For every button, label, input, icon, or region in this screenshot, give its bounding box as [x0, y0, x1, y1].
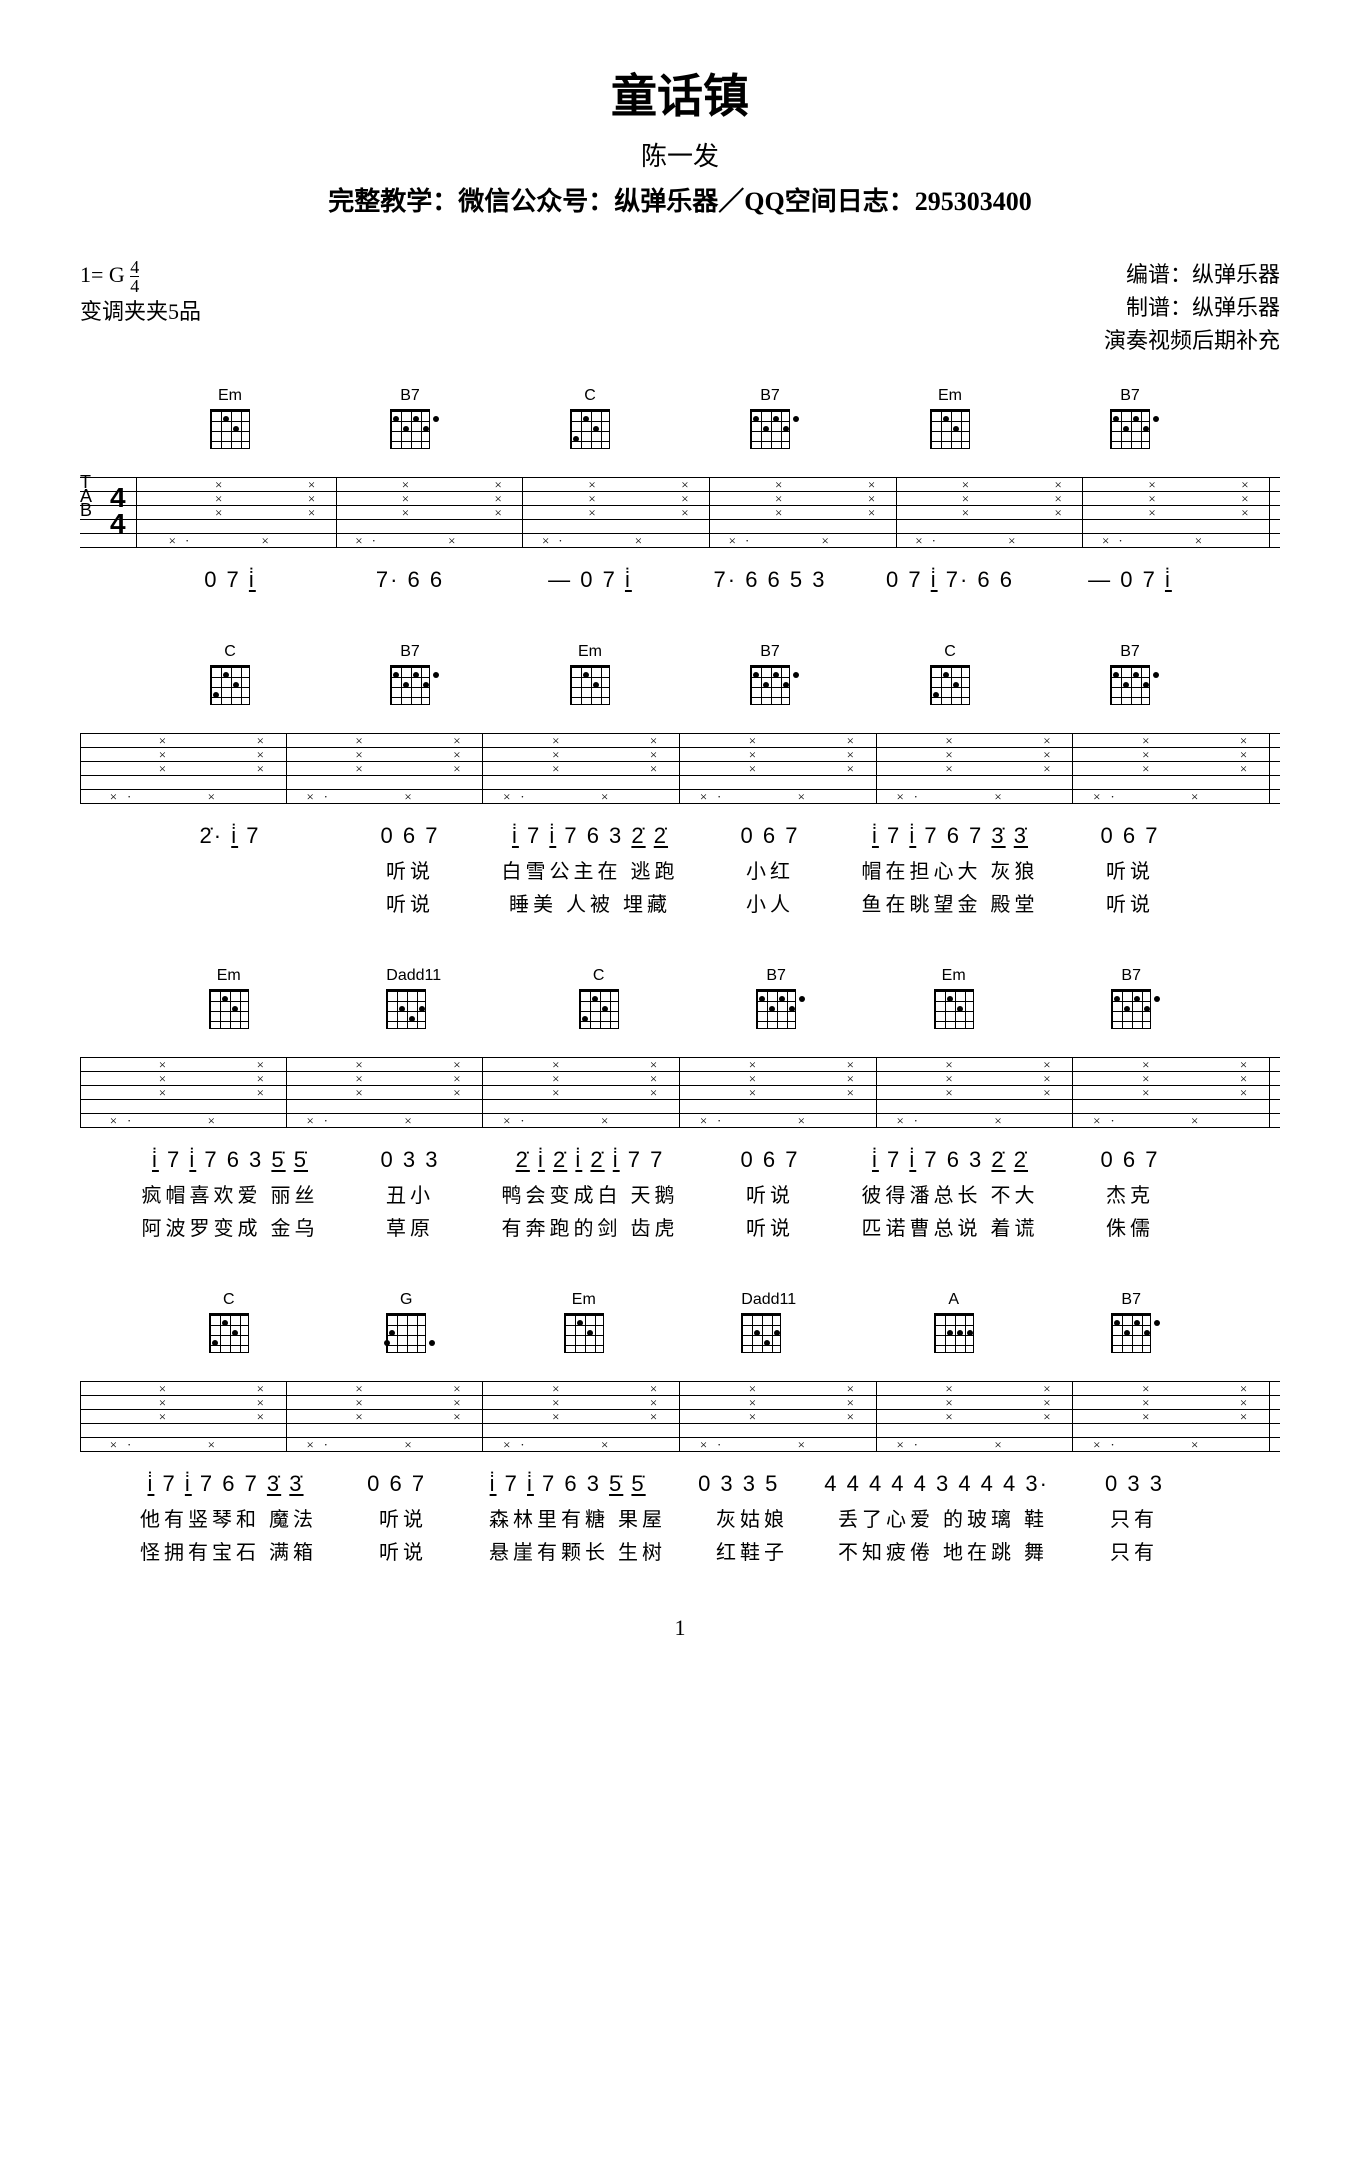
chord-diagram: Em — [570, 643, 610, 715]
chord-diagram: C — [210, 643, 250, 715]
chord-diagram: B7 — [1110, 387, 1150, 459]
page-number: 1 — [80, 1615, 1280, 1641]
chord-diagram: C — [930, 643, 970, 715]
chord-diagram: B7 — [750, 387, 790, 459]
chord-diagram: B7 — [390, 387, 430, 459]
chord-diagram: B7 — [750, 643, 790, 715]
credit-notation: 制谱：纵弹乐器 — [1104, 291, 1280, 324]
jianpu-notation: 0 7 i̇7· 6 6— 0 7 i̇7· 6 6 5 30 7 i̇ 7· … — [80, 567, 1280, 593]
chord-diagram: B7 — [756, 967, 796, 1039]
chord-diagram: Dadd11 — [741, 1291, 796, 1363]
jianpu-notation: 2̇· i̇ 70 6 7i̇ 7 i̇ 7 6 3 2̇ 2̇0 6 7i̇ … — [80, 823, 1280, 849]
chord-diagram: Em — [209, 967, 249, 1039]
lyrics-line-2: 阿波罗变成 金乌草原有奔跑的剑 齿虎听说匹诺曹总说 着谎侏儒 — [80, 1212, 1280, 1241]
lyrics-line-1: 听说白雪公主在 逃跑小红帽在担心大 灰狼听说 — [80, 855, 1280, 884]
credit-arranger: 编谱：纵弹乐器 — [1104, 258, 1280, 291]
key-label: 1= G — [80, 262, 125, 287]
tab-staff: ×·××××××××·××××××××·××××××××·××××××××·××… — [80, 1371, 1280, 1461]
lyrics-line-2: 听说睡美 人被 埋藏小人鱼在眺望金 殿堂听说 — [80, 888, 1280, 917]
tab-staff: ×·××××××××·××××××××·××××××××·××××××××·××… — [80, 1047, 1280, 1137]
lyrics-line-2: 怪拥有宝石 满箱听说悬崖有颗长 生树红鞋子不知疲倦 地在跳 舞只有 — [80, 1536, 1280, 1565]
tab-staff: TAB44×·××××××××·××××××××·××××××××·××××××… — [80, 467, 1280, 557]
tab-staff: ×·××××××××·××××××××·××××××××·××××××××·××… — [80, 723, 1280, 813]
chord-diagram: C — [579, 967, 619, 1039]
jianpu-notation: i̇ 7 i̇ 7 6 7 3̇ 3̇0 6 7i̇ 7 i̇ 7 6 3 5̇… — [80, 1471, 1280, 1497]
chord-diagram: B7 — [1111, 967, 1151, 1039]
capo-label: 变调夹夹5品 — [80, 295, 201, 328]
meta-row: 1= G 44 变调夹夹5品 编谱：纵弹乐器 制谱：纵弹乐器 演奏视频后期补充 — [80, 258, 1280, 357]
chord-diagram: Em — [564, 1291, 604, 1363]
chord-diagram: Em — [930, 387, 970, 459]
artist-name: 陈一发 — [80, 136, 1280, 173]
jianpu-notation: i̇ 7 i̇ 7 6 3 5̇ 5̇0 3 32̇ i̇ 2̇ i̇ 2̇ i… — [80, 1147, 1280, 1173]
credit-video: 演奏视频后期补充 — [1104, 324, 1280, 357]
song-title: 童话镇 — [80, 60, 1280, 126]
chord-diagram: B7 — [1111, 1291, 1151, 1363]
lyrics-line-1: 他有竖琴和 魔法听说森林里有糖 果屋灰姑娘丢了心爱 的玻璃 鞋只有 — [80, 1503, 1280, 1532]
chord-diagram: A — [934, 1291, 974, 1363]
chord-diagram: Em — [210, 387, 250, 459]
tutorial-info: 完整教学：微信公众号：纵弹乐器／QQ空间日志：295303400 — [80, 181, 1280, 218]
chord-diagram: C — [570, 387, 610, 459]
chord-diagram: C — [209, 1291, 249, 1363]
chord-diagram: B7 — [390, 643, 430, 715]
chord-diagram: Dadd11 — [386, 967, 441, 1039]
lyrics-line-1: 疯帽喜欢爱 丽丝丑小鸭会变成白 天鹅听说彼得潘总长 不大杰克 — [80, 1179, 1280, 1208]
chord-diagram: G — [386, 1291, 426, 1363]
chord-diagram: Em — [934, 967, 974, 1039]
chord-diagram: B7 — [1110, 643, 1150, 715]
